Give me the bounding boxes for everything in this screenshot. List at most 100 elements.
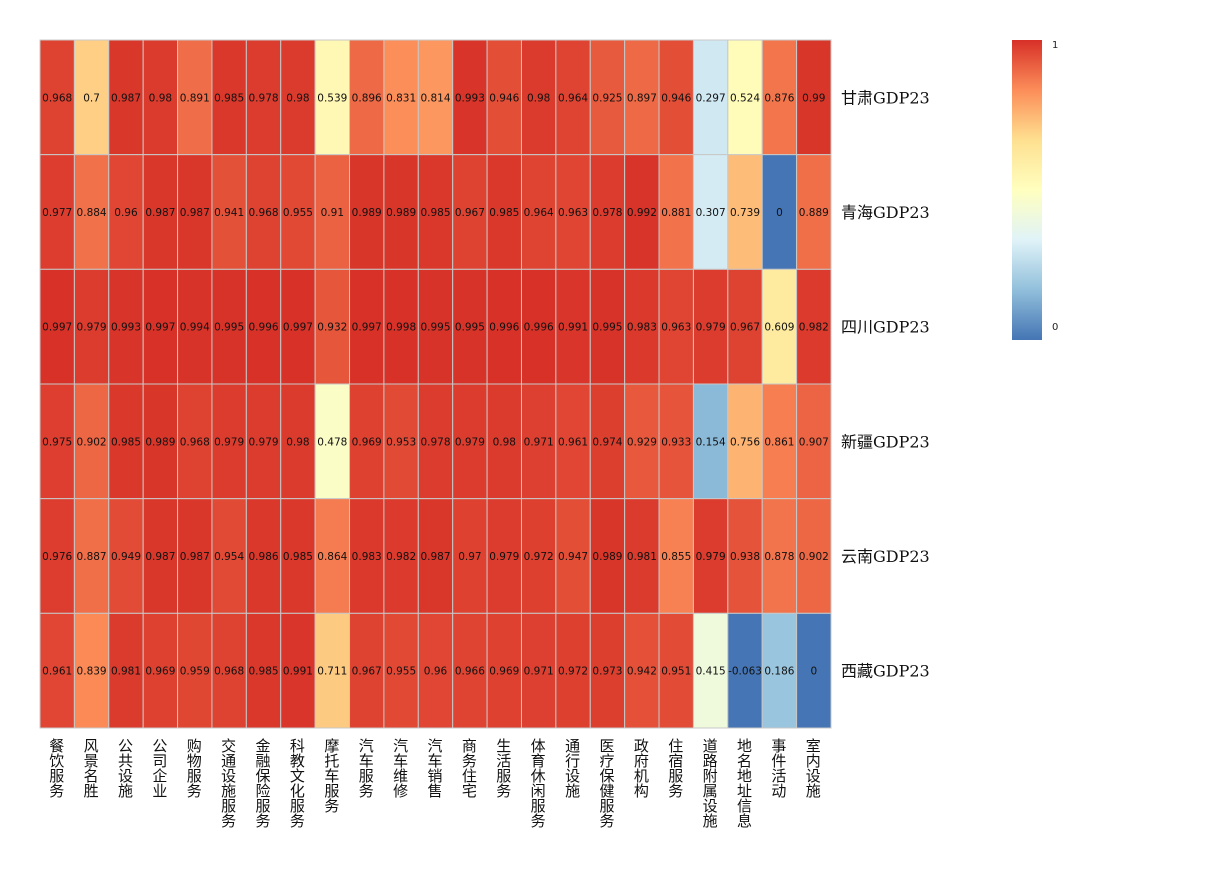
cell-value-label: 0.987 (111, 92, 141, 104)
cell-value-label: 0.979 (696, 322, 726, 334)
cell-value-label: 0.974 (592, 436, 622, 448)
column-label: 公共设施 (116, 738, 134, 799)
column-label: 医疗保健服务 (597, 738, 615, 829)
cell-value-label: 0.972 (558, 666, 588, 678)
heatmap-cell (589, 154, 626, 270)
cell-value-label: 0.995 (455, 322, 485, 334)
heatmap-cell (520, 498, 557, 614)
column-labels: 餐饮服务 风景名胜 公共设施 公司企业 购物服务 交通设施服务 金融保险服务 科教文化服务 摩托… (47, 737, 822, 829)
column-label: 汽车销售 (426, 738, 444, 798)
cell-value-label: 0.954 (214, 551, 244, 563)
cell-value-label: 0.994 (180, 322, 210, 334)
heatmap-cell (142, 383, 179, 500)
column-label: 住宿服务 (666, 738, 684, 799)
heatmap-cell (761, 383, 798, 500)
cell-value-label: 0.946 (661, 92, 691, 104)
heatmap-cell (349, 39, 385, 156)
column-label: 科教文化服务 (288, 738, 306, 829)
cell-value-label: 0.992 (627, 207, 657, 219)
cell-value-label: 0.968 (249, 207, 279, 219)
cell-value-label: 0.96 (424, 666, 448, 678)
cell-value-label: 0.969 (352, 436, 382, 448)
column-label: 事件活动 (769, 738, 787, 799)
cell-value-label: 0.981 (111, 666, 141, 678)
cell-value-label: 0.998 (386, 322, 416, 334)
heatmap-cell (624, 39, 660, 156)
cell-value-label: 0.938 (730, 551, 760, 563)
cell-value-label: 0.978 (249, 92, 279, 104)
cell-value-label: 0.979 (455, 436, 485, 448)
cell-value-label: 0.987 (420, 551, 450, 563)
cell-value-label: 0.98 (493, 436, 516, 448)
cell-value-label: 0.993 (455, 92, 485, 104)
heatmap-cell (211, 498, 247, 614)
heatmap-cell (417, 383, 454, 500)
column-label: 体育休闲服务 (529, 738, 547, 829)
column-label: 商务住宅 (460, 738, 478, 798)
cell-value-label: 0.985 (111, 436, 141, 448)
cell-value-label: 0.949 (111, 551, 141, 563)
cell-value-label: 0.967 (352, 666, 382, 678)
column-label: 政府机构 (632, 738, 650, 799)
cell-value-label: 0.987 (180, 207, 210, 219)
cell-value-label: 0.891 (180, 92, 210, 104)
cell-value-label: 0.979 (214, 436, 244, 448)
heatmap-cell (624, 498, 660, 614)
cell-value-label: 0.98 (286, 436, 309, 448)
cell-value-label: 0.925 (592, 92, 622, 104)
cell-value-label: 0.756 (730, 436, 760, 448)
cell-value-label: 0.739 (730, 207, 760, 219)
heatmap-cell (39, 268, 75, 385)
heatmap-cell (108, 498, 144, 614)
row-labels: 甘肃GDP23 青海GDP23 四川GDP23 新疆GDP23 云南GDP23 西藏GDP… (841, 88, 930, 680)
heatmap-cell (796, 39, 832, 156)
heatmap-cell (555, 383, 591, 500)
heatmap-cell (177, 498, 213, 614)
column-label: 室内设施 (804, 738, 822, 799)
heatmap-cell (727, 39, 763, 156)
cell-value-label: 0.814 (420, 92, 450, 104)
heatmap-cell (658, 612, 694, 729)
cell-value-label: 0.961 (558, 436, 588, 448)
cell-value-label: 0.993 (111, 322, 141, 334)
cell-value-label: 0.831 (386, 92, 416, 104)
heatmap-cell (452, 154, 488, 270)
cell-value-label: 0.967 (455, 207, 485, 219)
heatmap-cell (280, 268, 316, 385)
heatmap-cell (211, 383, 247, 500)
heatmap-cell (280, 498, 316, 614)
column-label: 地名地址信息 (735, 738, 753, 828)
heatmap-cell (211, 154, 247, 270)
cell-value-label: 0.991 (283, 666, 313, 678)
cell-value-label: 0.982 (799, 322, 829, 334)
cell-value-label: 0.97 (458, 551, 481, 563)
heatmap-cell (142, 268, 179, 385)
heatmap-cell (211, 39, 247, 156)
cell-value-label: 0.985 (249, 666, 279, 678)
column-label: 摩托车服务 (322, 737, 340, 814)
cell-value-label: 0.98 (527, 92, 550, 104)
heatmap-cell (761, 39, 798, 156)
cell-value-label: 0.978 (420, 436, 450, 448)
heatmap-cell (692, 39, 729, 156)
cell-value-label: 0.981 (627, 551, 657, 563)
cell-value-label: 0.983 (627, 322, 657, 334)
cell-value-label: 0.478 (317, 436, 347, 448)
cell-value-label: 0.964 (524, 207, 554, 219)
heatmap-cell (142, 612, 179, 729)
cell-value-label: 0.996 (249, 322, 279, 334)
heatmap-cell (314, 383, 351, 500)
cell-value-label: 0.878 (764, 551, 794, 563)
cell-value-label: 0.996 (489, 322, 519, 334)
cell-value-label: 0.966 (455, 666, 485, 678)
cell-value-label: 0.972 (524, 551, 554, 563)
heatmap-cell (589, 612, 626, 729)
cell-value-label: 0.942 (627, 666, 657, 678)
heatmap-cell (73, 154, 110, 270)
cell-value-label: 0.989 (145, 436, 175, 448)
heatmap-cell (73, 39, 110, 156)
heatmap-cell (452, 268, 488, 385)
heatmap-cell (589, 39, 626, 156)
cell-value-label: 0.979 (489, 551, 519, 563)
heatmap-cell (452, 498, 488, 614)
